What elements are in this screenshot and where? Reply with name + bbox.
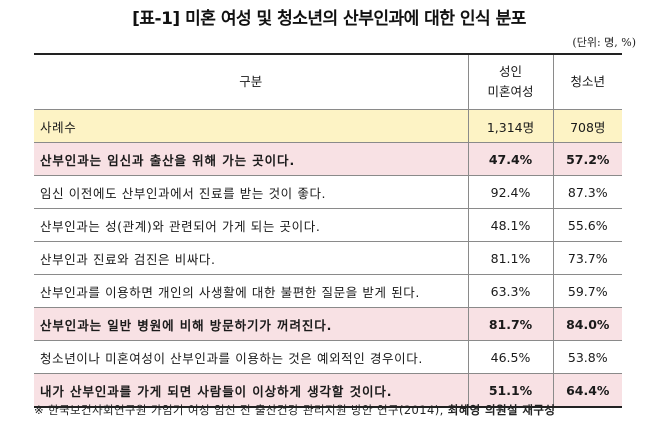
header-adult-line2: 미혼여성 [487, 84, 534, 99]
header-category: 구분 [34, 53, 468, 110]
footnote-source: ※ 한국보건사회연구원 가임기 여성 임신 전 출산건강 관리지원 방안 연구(… [34, 403, 444, 417]
youth-value: 708명 [552, 109, 622, 143]
youth-value: 87.3% [552, 175, 622, 209]
row-label: 내가 산부인과를 가게 되면 사람들이 이상하게 생각할 것이다. [34, 373, 468, 408]
header-adult-line1: 성인 [498, 64, 522, 79]
footnote-credit: 최혜영 의원실 재구성 [447, 403, 556, 417]
row-label: 산부인과는 성(관계)와 관련되어 가게 되는 곳이다. [34, 208, 468, 242]
table-header-row: 구분 성인 미혼여성 청소년 [34, 53, 622, 110]
youth-value: 59.7% [552, 274, 622, 308]
youth-value: 73.7% [552, 241, 622, 275]
table-body: 사례수 1,314명 708명 산부인과는 임신과 출산을 위해 가는 곳이다. 47.… [34, 109, 622, 408]
header-adult: 성인 미혼여성 [467, 53, 553, 110]
source-footnote: ※ 한국보건사회연구원 가임기 여성 임신 전 출산건강 관리지원 방안 연구(… [34, 402, 555, 418]
youth-value: 57.2% [552, 142, 622, 176]
sample-size-row: 사례수 1,314명 708명 [34, 109, 622, 143]
youth-value: 84.0% [552, 307, 622, 341]
row-label: 산부인과를 이용하면 개인의 사생활에 대한 불편한 질문을 받게 된다. [34, 274, 468, 308]
table-row: 임신 이전에도 산부인과에서 진료를 받는 것이 좋다. 92.4% 87.3% [34, 175, 622, 209]
table-row: 산부인과 진료와 검진은 비싸다. 81.1% 73.7% [34, 241, 622, 275]
row-label: 산부인과는 일반 병원에 비해 방문하기가 꺼려진다. [34, 307, 468, 341]
youth-value: 64.4% [552, 373, 622, 408]
youth-value: 53.8% [552, 340, 622, 374]
table-row: 내가 산부인과를 가게 되면 사람들이 이상하게 생각할 것이다. 51.1% 64… [34, 373, 622, 408]
table-row: 산부인과를 이용하면 개인의 사생활에 대한 불편한 질문을 받게 된다. 63.… [34, 274, 622, 308]
table-row: 산부인과는 일반 병원에 비해 방문하기가 꺼려진다. 81.7% 84.0% [34, 307, 622, 341]
youth-value: 55.6% [552, 208, 622, 242]
adult-value: 1,314명 [467, 109, 553, 143]
adult-value: 48.1% [467, 208, 553, 242]
row-label: 산부인과는 임신과 출산을 위해 가는 곳이다. [34, 142, 468, 176]
table-row: 산부인과는 성(관계)와 관련되어 가게 되는 곳이다. 48.1% 55.6% [34, 208, 622, 242]
unit-label: (단위: 명, %) [572, 36, 636, 49]
adult-value: 51.1% [467, 373, 553, 408]
row-label: 사례수 [34, 109, 468, 143]
adult-value: 92.4% [467, 175, 553, 209]
table-row: 산부인과는 임신과 출산을 위해 가는 곳이다. 47.4% 57.2% [34, 142, 622, 176]
survey-table: 구분 성인 미혼여성 청소년 사례수 1,314명 708명 산부인과는 임신과 출산… [34, 53, 622, 408]
adult-value: 47.4% [467, 142, 553, 176]
header-youth: 청소년 [552, 53, 622, 110]
row-label: 청소년이나 미혼여성이 산부인과를 이용하는 것은 예외적인 경우이다. [34, 340, 468, 374]
table-row: 청소년이나 미혼여성이 산부인과를 이용하는 것은 예외적인 경우이다. 46.5… [34, 340, 622, 374]
adult-value: 63.3% [467, 274, 553, 308]
row-label: 임신 이전에도 산부인과에서 진료를 받는 것이 좋다. [34, 175, 468, 209]
adult-value: 46.5% [467, 340, 553, 374]
adult-value: 81.1% [467, 241, 553, 275]
table-title: [표-1] 미혼 여성 및 청소년의 산부인과에 대한 인식 분포 [132, 9, 526, 29]
adult-value: 81.7% [467, 307, 553, 341]
row-label: 산부인과 진료와 검진은 비싸다. [34, 241, 468, 275]
